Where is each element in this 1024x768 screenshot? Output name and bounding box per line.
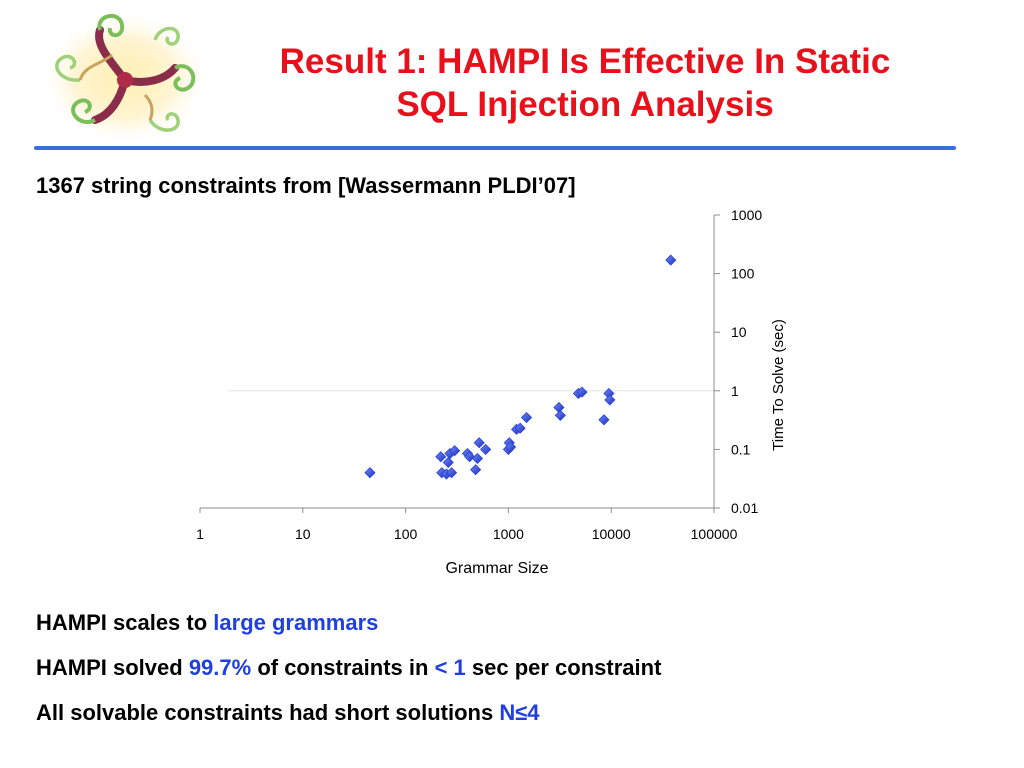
y-axis-title: Time To Solve (sec) <box>770 319 787 451</box>
data-point <box>364 467 376 479</box>
finding-2-text-c: sec per constraint <box>465 655 662 680</box>
slide-title: Result 1: HAMPI Is Effective In Static S… <box>215 40 955 126</box>
x-tick-label: 10000 <box>592 526 631 542</box>
data-point <box>665 254 677 266</box>
x-tick-label: 100 <box>394 526 418 542</box>
finding-3-highlight: N≤4 <box>499 700 540 725</box>
data-point <box>576 386 588 398</box>
data-point <box>604 394 616 406</box>
y-tick-label: 0.1 <box>731 441 751 457</box>
y-tick-label: 100 <box>731 266 755 282</box>
finding-1: HAMPI scales to large grammars <box>36 608 661 638</box>
data-point <box>480 443 492 455</box>
data-point <box>514 422 526 434</box>
y-tick-label: 0.01 <box>731 500 758 516</box>
title-divider <box>34 146 956 150</box>
data-point <box>471 452 484 465</box>
data-point <box>598 414 610 426</box>
chart-subtitle: 1367 string constraints from [Wassermann… <box>36 173 576 198</box>
finding-2: HAMPI solved 99.7% of constraints in < 1… <box>36 653 661 683</box>
finding-2-highlight-percent: 99.7% <box>188 655 252 680</box>
x-tick-label: 10 <box>295 526 311 542</box>
data-point <box>554 409 566 421</box>
finding-2-text-a: HAMPI solved <box>36 655 189 680</box>
data-point <box>553 401 565 414</box>
finding-1-highlight: large grammars <box>213 610 379 635</box>
data-point <box>520 411 533 424</box>
y-tick-label: 10 <box>731 324 747 340</box>
data-point <box>473 437 485 449</box>
y-tick-label: 1000 <box>731 207 762 223</box>
slide-title-line-1: Result 1: HAMPI Is Effective In Static <box>279 42 891 81</box>
finding-2-highlight-time: < 1 <box>434 655 466 680</box>
x-tick-label: 1000 <box>493 526 524 542</box>
data-point <box>449 445 461 457</box>
slide-title-line-2: SQL Injection Analysis <box>396 85 774 124</box>
data-point <box>435 451 447 463</box>
x-tick-label: 100000 <box>691 526 738 542</box>
findings-list: HAMPI scales to large grammars HAMPI sol… <box>36 608 661 728</box>
x-axis-title: Grammar Size <box>445 560 548 577</box>
data-point <box>470 464 482 476</box>
data-point <box>446 467 458 479</box>
data-point <box>442 456 454 468</box>
finding-2-text-b: of constraints in <box>251 655 435 680</box>
swirl-logo <box>47 14 203 140</box>
data-point <box>505 441 517 453</box>
finding-1-text: HAMPI scales to <box>36 610 214 635</box>
x-tick-label: 1 <box>196 526 204 542</box>
finding-3-text: All solvable constraints had short solut… <box>36 700 500 725</box>
data-point <box>464 451 476 463</box>
finding-3: All solvable constraints had short solut… <box>36 698 661 728</box>
y-tick-label: 1 <box>731 383 739 399</box>
